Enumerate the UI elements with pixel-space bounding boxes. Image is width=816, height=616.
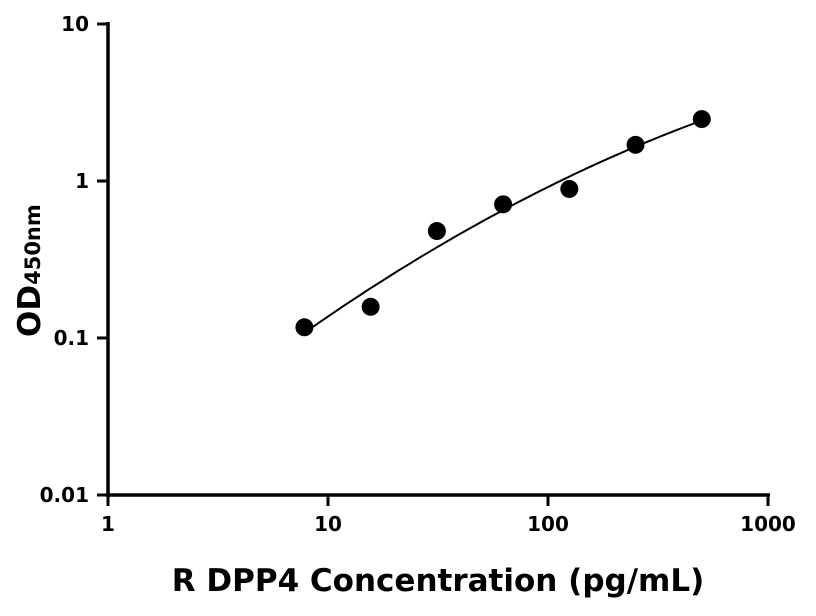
y-axis-label-subscript: 450nm <box>21 204 45 285</box>
x-tick-label: 1 <box>101 512 115 536</box>
data-point <box>692 110 711 129</box>
data-point <box>494 195 513 214</box>
data-point <box>427 222 446 241</box>
y-tick-label: 0.01 <box>40 483 89 507</box>
data-point <box>361 297 380 316</box>
y-tick-label: 1 <box>75 169 89 193</box>
y-tick-label: 0.1 <box>54 326 89 350</box>
y-tick-label: 10 <box>61 12 89 36</box>
data-point <box>295 318 314 337</box>
data-point <box>560 179 579 198</box>
x-tick-label: 1000 <box>740 512 796 536</box>
data-point <box>626 135 645 154</box>
x-tick-label: 10 <box>314 512 342 536</box>
y-axis-label: OD450nm <box>12 204 48 337</box>
x-axis-label: R DPP4 Concentration (pg/mL) <box>172 563 705 599</box>
x-tick-label: 100 <box>527 512 569 536</box>
